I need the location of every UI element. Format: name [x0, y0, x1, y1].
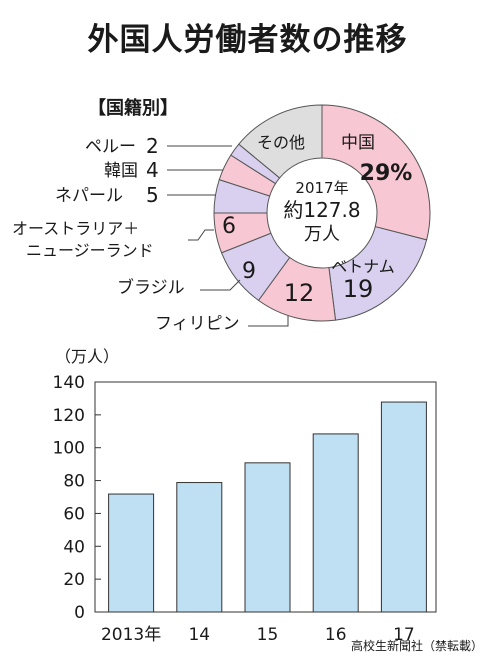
bar-chart: （万人） 0 20 40 60 80 100 120 140 2013年 14 15 16 17 [53, 347, 437, 645]
bar [176, 482, 223, 613]
pie-slice [321, 104, 431, 241]
y-axis-label: （万人） [55, 347, 119, 366]
slice-value-label: 29% [360, 161, 413, 186]
y-tick-label: 0 [74, 603, 85, 623]
center-text-value: 約127.8 [283, 198, 360, 222]
y-tick-label: 120 [53, 406, 85, 426]
credit-text: 高校生新聞社（禁転載） [350, 639, 483, 653]
slice-label: オーストラリア＋ [12, 219, 139, 238]
slice-label: フィリピン [155, 314, 240, 334]
leader-line [248, 316, 289, 327]
y-tick-label: 40 [63, 537, 85, 557]
leader-line [188, 229, 214, 241]
slice-value-label: 9 [242, 259, 256, 284]
bar [108, 493, 155, 613]
slice-label: ニュージーランド [26, 241, 154, 260]
y-tick-label: 60 [63, 504, 85, 524]
leader-line [200, 279, 241, 291]
center-text-year: 2017年 [295, 179, 348, 197]
slice-value-label: 19 [343, 275, 374, 303]
x-tick-label: 14 [188, 625, 210, 645]
slice-value-label: 6 [222, 214, 236, 239]
chart-title: 外国人労働者数の推移 [87, 22, 408, 58]
x-tick-label: 16 [325, 625, 347, 645]
y-tick-label: 20 [63, 570, 85, 590]
x-tick-label: 2013年 [101, 625, 161, 645]
slice-label: その他 [257, 133, 305, 152]
center-text-unit: 万人 [304, 224, 340, 245]
y-tick-label: 140 [53, 373, 85, 393]
y-tick-label: 100 [53, 439, 85, 459]
slice-value-label: 2 [146, 134, 159, 158]
bar [312, 433, 359, 613]
x-tick-label: 15 [257, 625, 279, 645]
slice-label: ブラジル [117, 277, 185, 298]
slice-value-label: 12 [284, 279, 315, 307]
y-tick-label: 80 [63, 472, 85, 492]
bar [380, 401, 427, 613]
bar [244, 462, 291, 613]
x-tick-label: 17 [393, 625, 415, 645]
slice-label: 中国 [341, 133, 375, 153]
slice-value-label: 5 [146, 183, 159, 207]
slice-value-label: 4 [146, 158, 159, 182]
pie-slice [238, 104, 323, 179]
slice-label: ベトナム [331, 257, 395, 276]
slice-label: ネパール [55, 186, 123, 206]
slice-label: 韓国 [104, 161, 138, 181]
slice-label: ペルー [85, 137, 136, 157]
donut-heading: 【国籍別】 [88, 97, 178, 119]
